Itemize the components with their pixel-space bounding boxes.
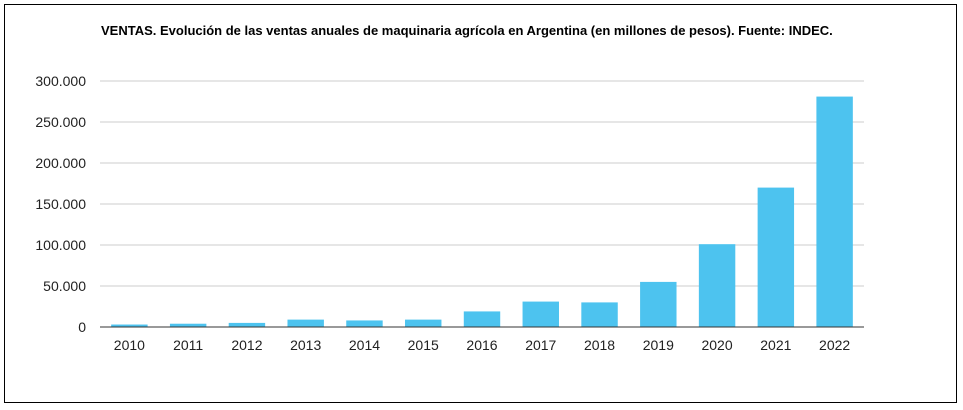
bar-2013 bbox=[287, 319, 324, 327]
bars bbox=[111, 96, 853, 327]
x-tick-label: 2016 bbox=[466, 337, 497, 353]
y-tick-label: 200.000 bbox=[35, 155, 86, 171]
bar-2019 bbox=[640, 281, 677, 327]
x-tick-label: 2011 bbox=[173, 337, 203, 353]
x-tick-label: 2021 bbox=[760, 337, 791, 353]
chart-title: VENTAS. Evolución de las ventas anuales … bbox=[101, 23, 833, 38]
x-tick-label: 2018 bbox=[584, 337, 615, 353]
bar-2016 bbox=[463, 311, 501, 327]
x-axis-ticks: 2010 2011 2012 2013 2014 2015 2016 2017 2018 2019… bbox=[114, 337, 851, 353]
y-tick-label: 150.000 bbox=[35, 196, 86, 212]
y-tick-label: 250.000 bbox=[35, 114, 86, 130]
bar-2012 bbox=[228, 322, 266, 327]
y-axis-ticks: 0 50.000 100.000 150.000 200.000 250.000 300.0… bbox=[35, 73, 86, 335]
bar-2014 bbox=[346, 320, 383, 327]
bar-2010 bbox=[111, 324, 148, 327]
bar-2020 bbox=[698, 244, 736, 327]
x-tick-label: 2019 bbox=[643, 337, 674, 353]
y-tick-label: 300.000 bbox=[35, 73, 86, 89]
x-tick-label: 2020 bbox=[701, 337, 732, 353]
x-tick-label: 2014 bbox=[349, 337, 380, 353]
y-tick-label: 0 bbox=[78, 319, 86, 335]
bar-2018 bbox=[581, 302, 618, 327]
chart-frame bbox=[4, 4, 957, 403]
x-tick-label: 2012 bbox=[231, 337, 262, 353]
bar-2011 bbox=[169, 323, 207, 327]
x-tick-label: 2017 bbox=[525, 337, 556, 353]
y-tick-label: 100.000 bbox=[35, 237, 86, 253]
x-tick-label: 2022 bbox=[819, 337, 850, 353]
bar-2022 bbox=[816, 96, 853, 327]
gridlines bbox=[100, 80, 864, 287]
bar-2021 bbox=[757, 187, 795, 327]
y-tick-label: 50.000 bbox=[43, 278, 86, 294]
x-tick-label: 2015 bbox=[408, 337, 439, 353]
bar-2015 bbox=[405, 319, 442, 327]
x-tick-label: 2010 bbox=[114, 337, 145, 353]
x-tick-label: 2013 bbox=[290, 337, 321, 353]
bar-2017 bbox=[522, 301, 559, 327]
